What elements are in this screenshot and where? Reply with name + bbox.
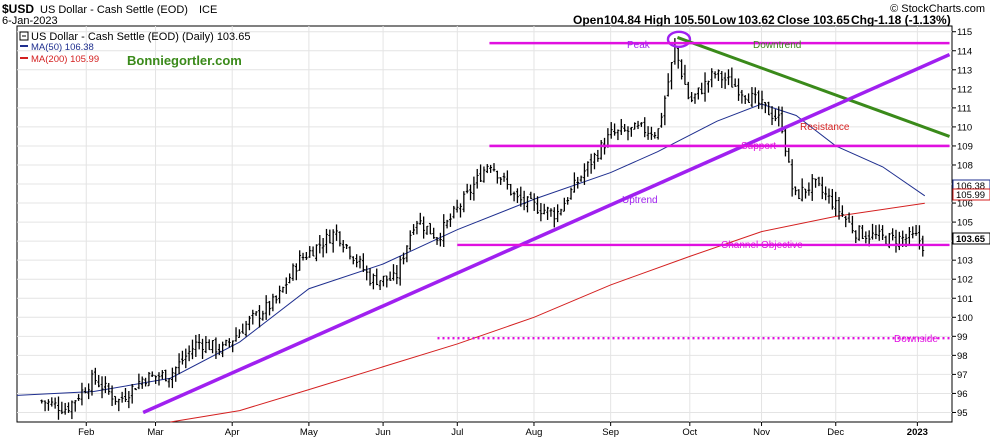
low-label: Low (712, 13, 737, 27)
y-tick-label: 99 (957, 332, 968, 343)
y-tick-label: 114 (957, 46, 972, 57)
ma50-layer (16, 103, 926, 396)
annotations-layer: Peak Downtrend Uptrend Resistance Support Cha… (142, 30, 951, 415)
x-tick-label: Mar (147, 427, 163, 438)
x-tick-label: Nov (753, 427, 770, 438)
legend-ma200: MA(200) 105.99 (31, 54, 99, 65)
y-tick-label: 96 (957, 389, 968, 400)
x-axis: Feb Mar Apr May Jun Jul Aug Sep Oct Nov Dec 2023 (78, 422, 928, 438)
plot-area-frame (16, 25, 953, 423)
open-value: 104.84 (604, 13, 641, 27)
y-tick-label: 102 (957, 275, 973, 286)
last-value-tag-label: 106.38 (956, 181, 985, 192)
x-tick-label: Oct (682, 427, 697, 438)
peak-circle (666, 30, 692, 49)
y-tick-label: 97 (957, 370, 968, 381)
high-value: 105.50 (674, 13, 711, 27)
last-value-tag-label: 103.65 (956, 234, 986, 245)
y-tick-label: 109 (957, 141, 973, 152)
y-tick-label: 115 (957, 27, 972, 38)
x-tick-label: Jul (451, 427, 463, 438)
symbol: $USD (2, 2, 34, 16)
legend-price-swatch (19, 31, 29, 41)
y-axis: 9596979899100101102103104105106107108109… (952, 27, 990, 419)
downtrend-line (676, 36, 951, 138)
high-label: High (644, 13, 671, 27)
support-label: Support (741, 141, 776, 152)
x-tick-label: Aug (526, 427, 543, 438)
x-tick-label: Jun (375, 427, 390, 438)
legend-price: US Dollar - Cash Settle (EOD) (Daily) 10… (31, 31, 250, 43)
downside-label: Downside (894, 334, 938, 345)
copyright: © StockCharts.com (890, 3, 985, 15)
last-value-tag (952, 232, 990, 245)
y-tick-label: 101 (957, 294, 973, 305)
y-tick-label: 113 (957, 65, 972, 76)
close-label: Close (777, 13, 810, 27)
change-value: -1.18 (-1.13%) (874, 13, 951, 27)
x-tick-label: 2023 (907, 427, 928, 438)
gridlines (17, 26, 952, 422)
change-label: Chg (851, 13, 874, 27)
open-label: Open (573, 13, 604, 27)
y-tick-label: 112 (957, 84, 972, 95)
chart-date: 6-Jan-2023 (2, 15, 58, 27)
close-value: 103.65 (813, 13, 850, 27)
y-tick-label: 111 (957, 103, 971, 114)
x-tick-label: Dec (827, 427, 844, 438)
legend-ma50: MA(50) 106.38 (31, 42, 94, 53)
x-tick-label: Feb (78, 427, 94, 438)
last-value-tag (952, 188, 990, 201)
x-tick-label: May (300, 427, 318, 438)
resistance-label: Resistance (800, 122, 850, 133)
low-value: 103.62 (738, 13, 775, 27)
y-tick-label: 110 (957, 122, 972, 133)
y-tick-label: 105 (957, 218, 973, 229)
uptrend-label: Uptrend (622, 195, 658, 206)
exchange: ICE (199, 4, 217, 16)
x-tick-label: Apr (225, 427, 240, 438)
last-value-tag-label: 105.99 (956, 190, 985, 201)
y-tick-label: 95 (957, 408, 968, 419)
x-tick-label: Sep (602, 427, 619, 438)
y-tick-label: 103 (957, 256, 973, 267)
y-tick-label: 108 (957, 160, 973, 171)
ohlc-summary: Open 104.84 High 105.50 Low 103.62 Close… (573, 13, 951, 27)
legend: US Dollar - Cash Settle (EOD) (Daily) 10… (19, 31, 250, 68)
ma50-line (16, 103, 926, 396)
y-tick-label: 98 (957, 351, 968, 362)
uptrend-line (142, 52, 951, 415)
peak-label: Peak (627, 40, 651, 51)
y-tick-label: 100 (957, 313, 973, 324)
downtrend-label: Downtrend (753, 40, 801, 51)
y-tick-label: 106 (957, 199, 973, 210)
instrument-name: US Dollar - Cash Settle (EOD) (40, 4, 188, 16)
ma200-line (170, 202, 925, 423)
ma200-layer (170, 202, 925, 423)
channel-objective-label: Channel Objective (721, 240, 803, 251)
watermark: Bonniegortler.com (127, 53, 242, 68)
